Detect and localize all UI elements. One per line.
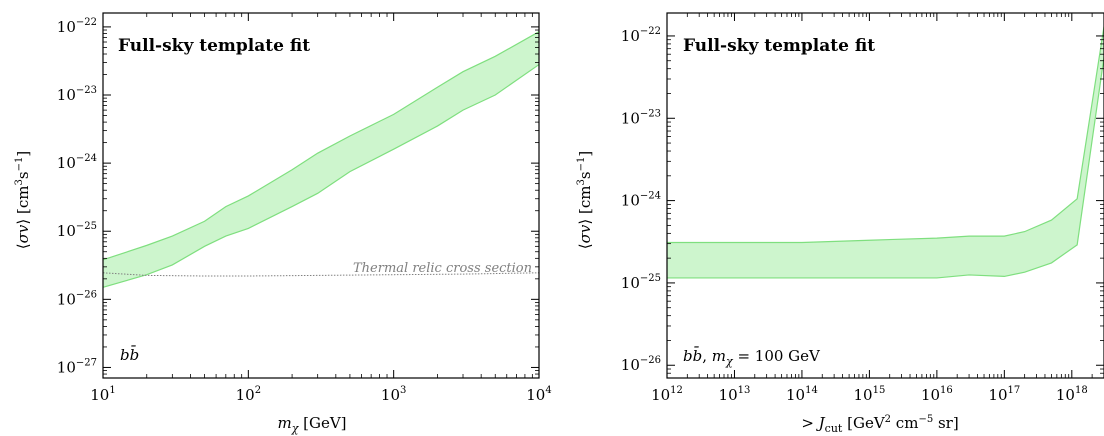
right-channel-annotation: bb̄, mχ = 100 GeV xyxy=(683,347,821,368)
band-lower-edge xyxy=(667,57,1104,279)
x-tick-label: 1018 xyxy=(1056,385,1088,404)
y-tick-label: 10−24 xyxy=(621,191,661,210)
relic-cross-section-line xyxy=(102,272,540,277)
left-axis-ticks: 101 102 103 104 10−27 10−26 10−25 10−24 10−23 10−… xyxy=(57,13,552,404)
x-tick-label: 104 xyxy=(526,385,551,404)
right-x-axis-label: > Jcut [GeV2 cm−5 sr] xyxy=(801,414,958,435)
left-panel: 101 102 103 104 10−27 10−26 10−25 10−24 10−23 10−… xyxy=(14,12,552,435)
left-channel-annotation: bb̄ xyxy=(120,346,139,364)
x-tick-label: 1012 xyxy=(651,385,683,404)
y-tick-label: 10−25 xyxy=(621,273,661,292)
right-y-axis-label: ⟨σv⟩ [cm3s−1] xyxy=(576,151,594,249)
x-tick-label: 1016 xyxy=(921,385,953,404)
x-tick-label: 103 xyxy=(381,385,406,404)
x-tick-label: 1013 xyxy=(719,385,751,404)
right-axis-ticks: 1012 1013 1014 1015 1016 1017 1018 10−26 10−25 10… xyxy=(621,13,1104,404)
left-thermal-relic xyxy=(102,272,540,277)
y-tick-label: 10−26 xyxy=(621,355,661,374)
right-panel: 1012 1013 1014 1015 1016 1017 1018 10−26 10−25 10… xyxy=(576,12,1104,435)
band-area xyxy=(103,31,539,288)
left-x-axis-label: mχ [GeV] xyxy=(277,414,346,435)
y-tick-label: 10−25 xyxy=(57,221,97,240)
left-y-axis-label: ⟨σv⟩ [cm3s−1] xyxy=(14,151,32,249)
y-tick-label: 10−23 xyxy=(621,108,661,127)
right-plot-frame xyxy=(666,12,1104,379)
y-tick-label: 10−27 xyxy=(57,357,97,376)
y-tick-label: 10−23 xyxy=(57,85,97,104)
y-tick-label: 10−22 xyxy=(57,17,97,36)
right-panel-title: Full-sky template fit xyxy=(683,36,875,56)
y-tick-label: 10−24 xyxy=(57,153,97,172)
band-upper-edge xyxy=(667,26,1104,244)
left-relic-label: Thermal relic cross section xyxy=(353,261,532,276)
band-lower-edge xyxy=(102,64,540,288)
x-tick-label: 102 xyxy=(236,385,261,404)
y-tick-label: 10−26 xyxy=(57,289,97,308)
left-cross-section-band xyxy=(102,31,540,288)
y-tick-label: 10−22 xyxy=(621,26,661,45)
right-cross-section-band xyxy=(667,26,1104,279)
band-upper-edge xyxy=(102,31,540,261)
x-tick-label: 1014 xyxy=(786,385,818,404)
left-panel-title: Full-sky template fit xyxy=(118,36,310,56)
left-plot-frame xyxy=(102,12,540,379)
band-area xyxy=(667,26,1104,278)
x-tick-label: 101 xyxy=(90,385,115,404)
x-tick-label: 1015 xyxy=(853,385,885,404)
x-tick-label: 1017 xyxy=(988,385,1020,404)
